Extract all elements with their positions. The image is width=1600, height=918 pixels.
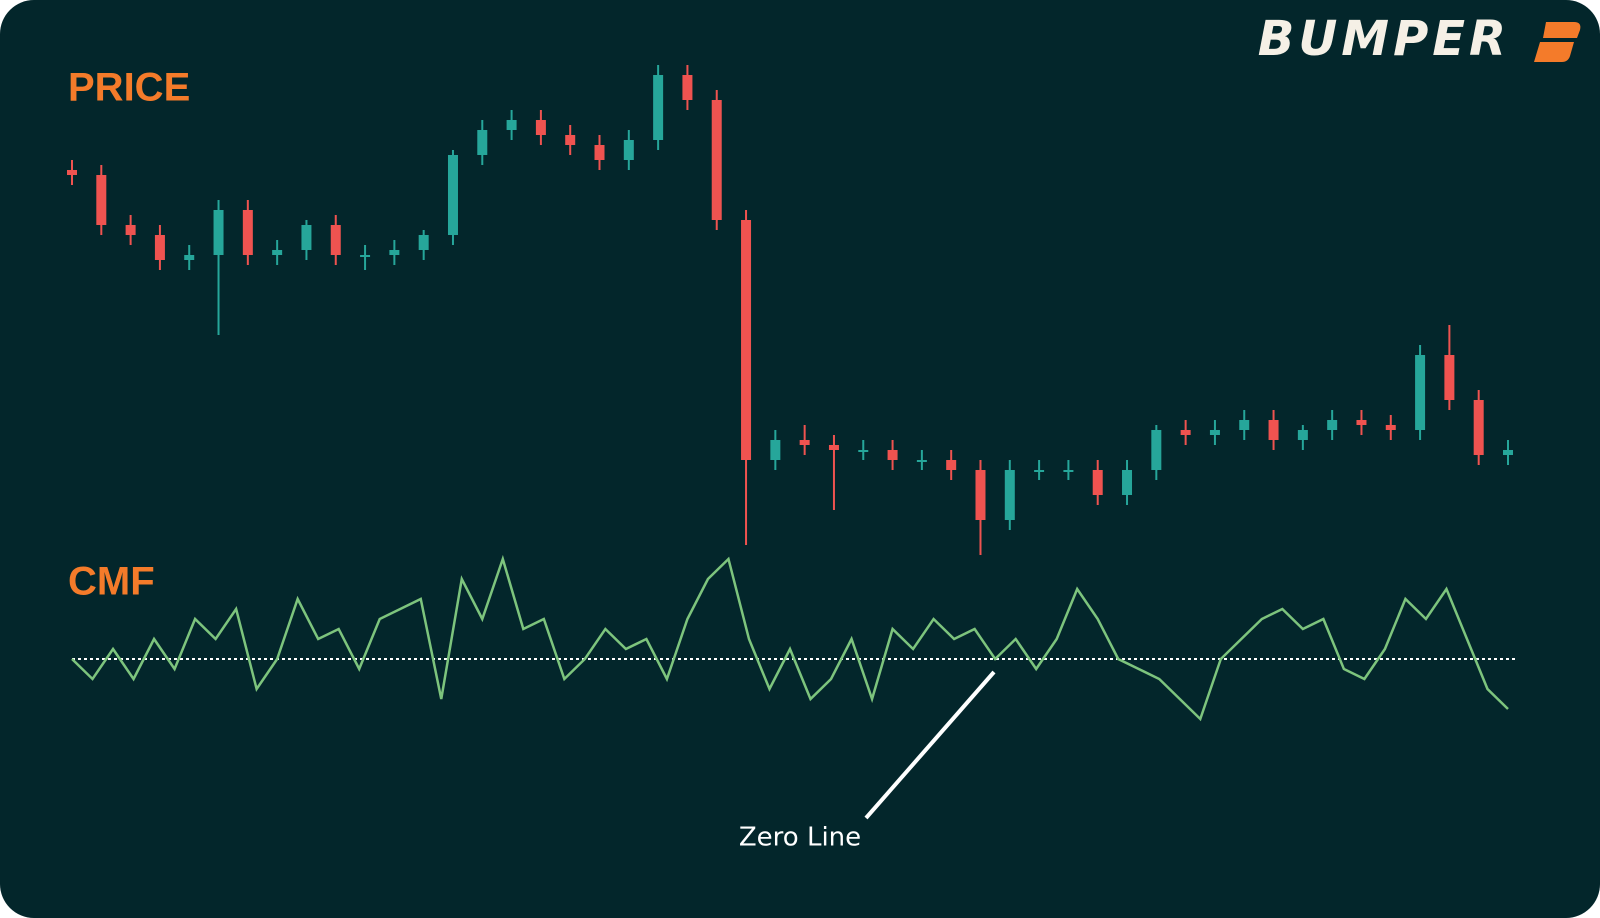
candle-body — [213, 210, 224, 255]
candle-body — [741, 220, 752, 460]
candle-body — [653, 75, 664, 140]
candle-body — [1503, 450, 1513, 455]
candle-body — [1356, 420, 1367, 425]
candle-body — [477, 130, 488, 155]
candle-body — [565, 135, 576, 145]
candle-body — [330, 225, 341, 255]
candle-body — [125, 225, 136, 235]
candle-body — [535, 120, 546, 135]
brand: BUMPER — [1258, 11, 1510, 67]
candle-body — [1415, 355, 1426, 430]
candle-body — [67, 170, 77, 175]
candle-body — [799, 440, 810, 445]
candle-body — [711, 100, 722, 220]
candle-body — [506, 120, 517, 130]
candle-body — [1473, 400, 1484, 455]
candle-body — [946, 460, 957, 470]
candle-body — [1034, 470, 1045, 472]
candle-body — [1268, 420, 1279, 440]
candle-body — [96, 175, 107, 225]
candle-body — [447, 155, 458, 235]
candle-body — [1444, 355, 1455, 400]
candle-body — [1122, 470, 1133, 495]
candle-body — [360, 255, 371, 257]
candle-body — [1297, 430, 1308, 440]
candle-body — [154, 235, 165, 260]
candle-body — [242, 210, 253, 255]
candle-body — [623, 140, 634, 160]
annotation: Zero Line — [739, 823, 861, 853]
candle-body — [975, 470, 986, 520]
candle-body — [594, 145, 605, 160]
annotation-pointer — [864, 670, 996, 820]
candle-body — [1063, 470, 1074, 472]
candle-body — [887, 450, 898, 460]
candle-body — [1209, 430, 1220, 435]
brand-logo — [1534, 22, 1581, 62]
cmf-line — [71, 554, 1509, 722]
candle-body — [1327, 420, 1338, 430]
candle-body — [418, 235, 429, 250]
candle-body — [1180, 430, 1191, 435]
cmf-title: CMF — [68, 560, 155, 604]
candle-body — [1239, 420, 1250, 430]
candle-body — [916, 460, 927, 462]
candle-body — [301, 225, 312, 250]
candle-body — [1004, 470, 1015, 520]
candle-body — [682, 75, 693, 100]
candle-body — [858, 450, 869, 452]
candle-body — [770, 440, 781, 460]
candle-body — [272, 250, 283, 255]
candle-body — [1151, 430, 1162, 470]
candle-body — [184, 255, 195, 260]
candle-body — [828, 445, 839, 450]
price-title: PRICE — [68, 66, 190, 110]
candle-body — [1385, 425, 1396, 430]
candle-body — [1092, 470, 1103, 495]
candle-body — [389, 250, 400, 255]
